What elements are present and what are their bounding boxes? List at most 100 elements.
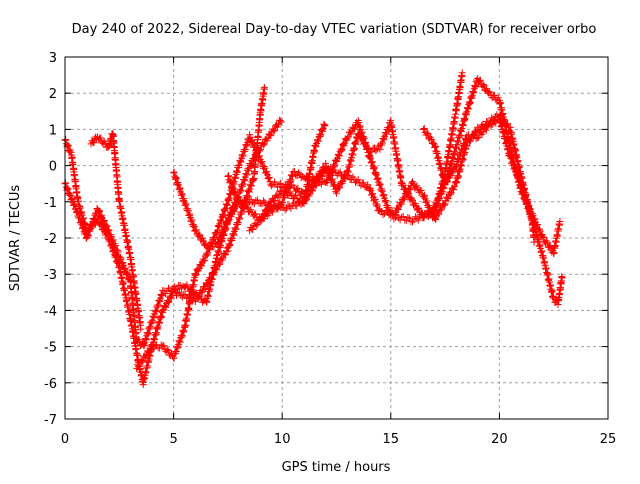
- data-point: [172, 347, 180, 355]
- data-point: [419, 125, 427, 133]
- data-point: [556, 217, 564, 225]
- data-point: [245, 188, 253, 196]
- data-point: [514, 170, 521, 178]
- y-tick-label: 2: [49, 87, 57, 102]
- data-point: [198, 236, 206, 244]
- data-point: [331, 181, 339, 189]
- data-point: [279, 198, 287, 206]
- data-point: [248, 137, 256, 145]
- data-point: [221, 224, 229, 232]
- data-point: [101, 139, 109, 147]
- data-point: [287, 176, 295, 184]
- data-point: [239, 180, 247, 188]
- data-point: [87, 225, 95, 233]
- data-point: [206, 246, 214, 254]
- data-point: [284, 181, 292, 189]
- data-point: [398, 179, 406, 187]
- data-point: [282, 187, 290, 195]
- data-point: [383, 130, 391, 138]
- data-point: [367, 159, 375, 167]
- data-point: [78, 225, 86, 233]
- data-point: [475, 77, 483, 85]
- data-point: [230, 208, 238, 216]
- data-point: [460, 141, 468, 149]
- data-point: [332, 156, 340, 164]
- data-point: [188, 216, 196, 224]
- data-point: [250, 143, 258, 151]
- data-point: [423, 129, 431, 137]
- data-point: [219, 229, 227, 237]
- data-point: [65, 191, 73, 199]
- data-point: [479, 81, 487, 89]
- y-tick-label: 0: [49, 160, 57, 175]
- data-point: [176, 184, 184, 192]
- data-point: [230, 231, 238, 239]
- data-point: [241, 145, 249, 153]
- data-point: [225, 216, 233, 224]
- data-point: [174, 181, 182, 189]
- data-point: [443, 178, 451, 186]
- data-point: [413, 214, 421, 222]
- data-point: [215, 238, 223, 246]
- data-point: [366, 152, 374, 160]
- data-point: [118, 260, 126, 268]
- data-point: [253, 196, 261, 204]
- data-point: [461, 135, 469, 143]
- data-point: [379, 211, 387, 219]
- data-point: [320, 121, 328, 129]
- data-point: [220, 211, 228, 219]
- data-point: [509, 158, 517, 166]
- data-point: [338, 146, 346, 154]
- data-point: [558, 274, 566, 282]
- data-point: [440, 201, 448, 209]
- data-point: [450, 186, 458, 194]
- data-point: [144, 329, 152, 337]
- series-track-3: [170, 120, 329, 251]
- data-point: [220, 222, 228, 230]
- data-point: [234, 193, 242, 201]
- data-point: [221, 251, 229, 259]
- y-tick-label: -3: [44, 268, 57, 283]
- data-point: [216, 216, 224, 224]
- data-point: [69, 202, 77, 210]
- data-point: [457, 145, 465, 153]
- data-point: [145, 349, 153, 357]
- data-point: [326, 173, 334, 181]
- data-point: [256, 146, 264, 154]
- data-point: [170, 169, 178, 177]
- data-point: [226, 179, 234, 187]
- data-point: [250, 200, 258, 208]
- data-point: [238, 199, 246, 207]
- data-point: [235, 214, 243, 222]
- data-point: [142, 354, 150, 362]
- data-point: [152, 308, 160, 316]
- data-point: [441, 200, 449, 208]
- data-point: [88, 222, 96, 230]
- data-point: [100, 137, 108, 145]
- data-point: [63, 186, 71, 194]
- data-point: [304, 190, 312, 198]
- data-point: [213, 228, 221, 236]
- data-point: [403, 191, 411, 199]
- data-point: [143, 329, 151, 337]
- data-point: [406, 186, 414, 194]
- data-points: [61, 69, 566, 389]
- data-point: [184, 207, 192, 215]
- data-point: [110, 243, 118, 251]
- data-point: [246, 181, 254, 189]
- data-point: [208, 240, 216, 248]
- data-point: [142, 336, 150, 344]
- data-point: [381, 198, 389, 206]
- data-point: [178, 190, 186, 198]
- data-point: [327, 169, 335, 177]
- data-point: [260, 162, 268, 170]
- data-point: [244, 192, 252, 200]
- data-point: [94, 208, 102, 216]
- data-point: [405, 214, 413, 222]
- data-point: [165, 298, 173, 306]
- data-point: [318, 173, 326, 181]
- data-point: [237, 187, 245, 195]
- x-tick-label: 10: [274, 432, 291, 447]
- data-point: [96, 207, 104, 215]
